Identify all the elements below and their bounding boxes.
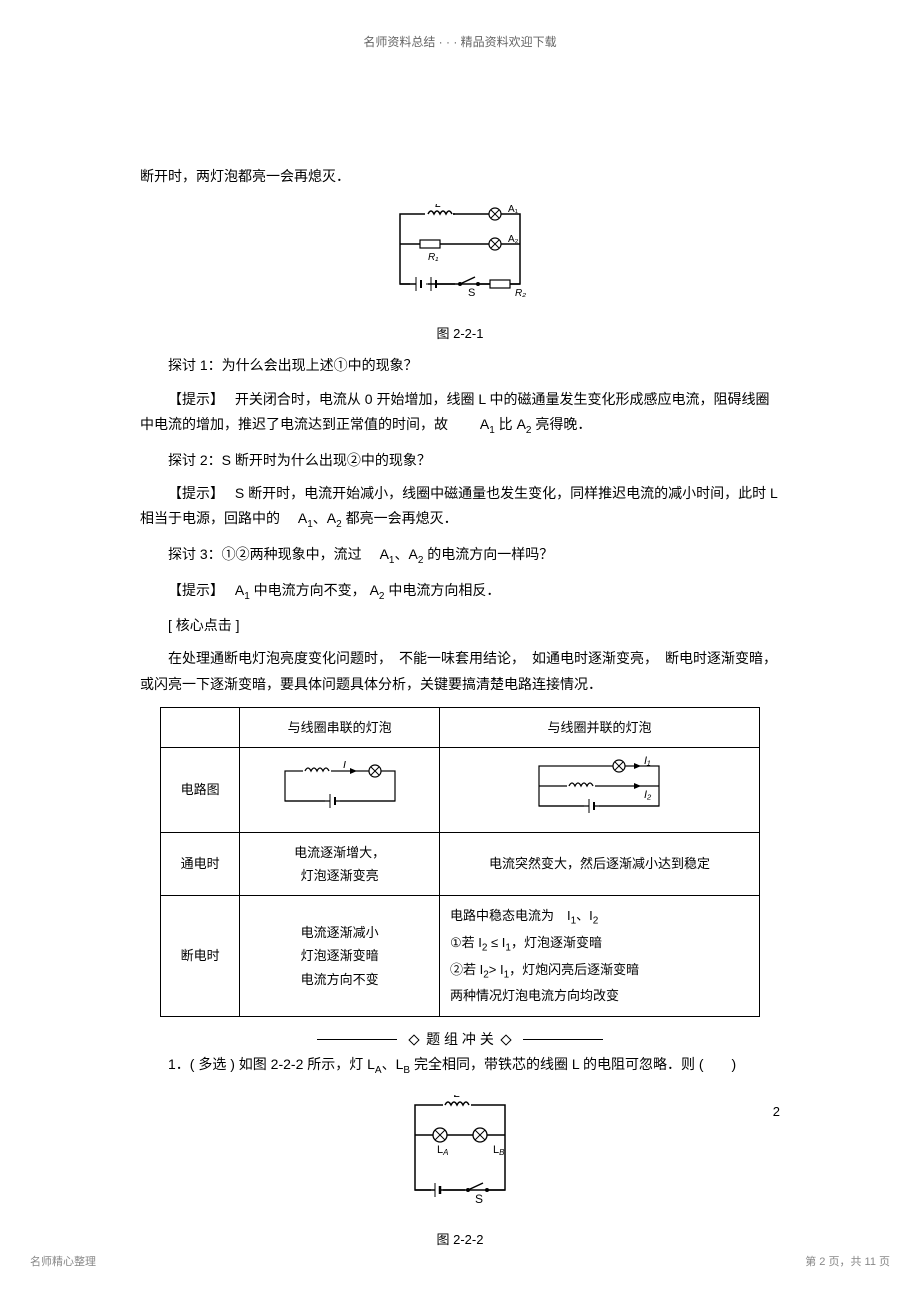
table-row: 断电时 电流逐渐减小 灯泡逐渐变暗 电流方向不变 电路中稳态电流为 I1、I2 … <box>161 896 760 1016</box>
hint-2-label: 【提示】 <box>168 485 217 501</box>
table-cell: 电流突然变大，然后逐渐减小达到稳定 <box>439 832 759 896</box>
core-click-label: [ 核心点击 ] <box>140 613 780 638</box>
diamond-icon <box>409 1034 420 1045</box>
hint-2-text: S 断开时，电流开始减小，线圈中磁通量也发生变化，同样推迟电流的减小时间，此时 … <box>140 485 777 526</box>
discuss-1: 探讨 1：为什么会出现上述①中的现象？ <box>140 353 780 378</box>
svg-text:R₂: R₂ <box>515 288 526 299</box>
question-1: 1．( 多选 ) 如图 2-2-2 所示，灯 LA、LB 完全相同，带铁芯的线圈… <box>140 1052 780 1080</box>
svg-text:I: I <box>343 761 346 771</box>
table-circuit-series: I <box>240 748 440 832</box>
svg-text:S: S <box>468 287 475 299</box>
table-cell-empty <box>161 707 240 747</box>
svg-text:S: S <box>475 1192 483 1205</box>
footer-left: 名师精心整理 <box>30 1253 96 1273</box>
figure-2: L LA LB S <box>140 1095 780 1213</box>
table-cell: 电流逐渐减小 灯泡逐渐变暗 电流方向不变 <box>240 896 440 1016</box>
svg-text:I₂: I₂ <box>644 789 652 801</box>
header-text: 名师资料总结 · · · 精品资料欢迎下载 <box>363 35 556 49</box>
section-title: 题 组 冲 关 <box>140 1027 780 1052</box>
table-row: 电路图 I <box>161 748 760 832</box>
figure-2-caption: 图 2-2-2 <box>140 1228 780 1251</box>
table-cell: 电路中稳态电流为 I1、I2 ①若 I2 ≤ I1，灯泡逐渐变暗 ②若 I2> … <box>439 896 759 1016</box>
main-content: 断开时，两灯泡都亮一会再熄灭． L A₁ R₁ A₂ <box>0 54 920 1252</box>
figure-1-caption: 图 2-2-1 <box>140 322 780 345</box>
table-header-parallel: 与线圈并联的灯泡 <box>439 707 759 747</box>
figure-1: L A₁ R₁ A₂ <box>140 204 780 307</box>
svg-text:L: L <box>454 1095 461 1100</box>
table-row-label: 通电时 <box>161 832 240 896</box>
hint-1: 【提示】 开关闭合时，电流从 0 开始增加，线圈 L 中的磁通量发生变化形成感应… <box>140 387 780 440</box>
discuss-3: 探讨 3：①②两种现象中，流过 A1、A2 的电流方向一样吗？ <box>140 542 780 570</box>
page-header: 名师资料总结 · · · 精品资料欢迎下载 <box>0 0 920 54</box>
svg-text:L: L <box>435 204 441 210</box>
table-row-label: 断电时 <box>161 896 240 1016</box>
table-row: 通电时 电流逐渐增大， 灯泡逐渐变亮 电流突然变大，然后逐渐减小达到稳定 <box>161 832 760 896</box>
comparison-table: 与线圈串联的灯泡 与线圈并联的灯泡 电路图 I <box>160 707 760 1017</box>
footer-right: 第 2 页，共 11 页 <box>805 1253 890 1273</box>
table-row: 与线圈串联的灯泡 与线圈并联的灯泡 <box>161 707 760 747</box>
svg-text:A₁: A₁ <box>508 204 519 215</box>
hint-1-label: 【提示】 <box>168 391 217 407</box>
paragraph-1: 断开时，两灯泡都亮一会再熄灭． <box>140 164 780 189</box>
table-circuit-parallel: I₁ I₂ <box>439 748 759 832</box>
diamond-icon <box>500 1034 511 1045</box>
table-header-series: 与线圈串联的灯泡 <box>240 707 440 747</box>
svg-text:A₂: A₂ <box>508 234 519 245</box>
svg-text:LB: LB <box>493 1144 505 1157</box>
svg-text:LA: LA <box>437 1144 448 1157</box>
hint-3-label: 【提示】 <box>168 582 217 598</box>
hint-3: 【提示】 A1 中电流方向不变， A2 中电流方向相反． <box>140 578 780 606</box>
svg-text:I₁: I₁ <box>644 756 651 767</box>
hint-1-text: 开关闭合时，电流从 0 开始增加，线圈 L 中的磁通量发生变化形成感应电流，阻碍… <box>140 391 770 432</box>
hint-2: 【提示】 S 断开时，电流开始减小，线圈中磁通量也发生变化，同样推迟电流的减小时… <box>140 481 780 534</box>
table-row-label: 电路图 <box>161 748 240 832</box>
page-number: 2 <box>773 1100 780 1123</box>
svg-text:R₁: R₁ <box>428 252 438 263</box>
discuss-2: 探讨 2：S 断开时为什么出现②中的现象？ <box>140 448 780 473</box>
table-cell: 电流逐渐增大， 灯泡逐渐变亮 <box>240 832 440 896</box>
core-click-text: 在处理通断电灯泡亮度变化问题时， 不能一味套用结论， 如通电时逐渐变亮， 断电时… <box>140 646 780 696</box>
